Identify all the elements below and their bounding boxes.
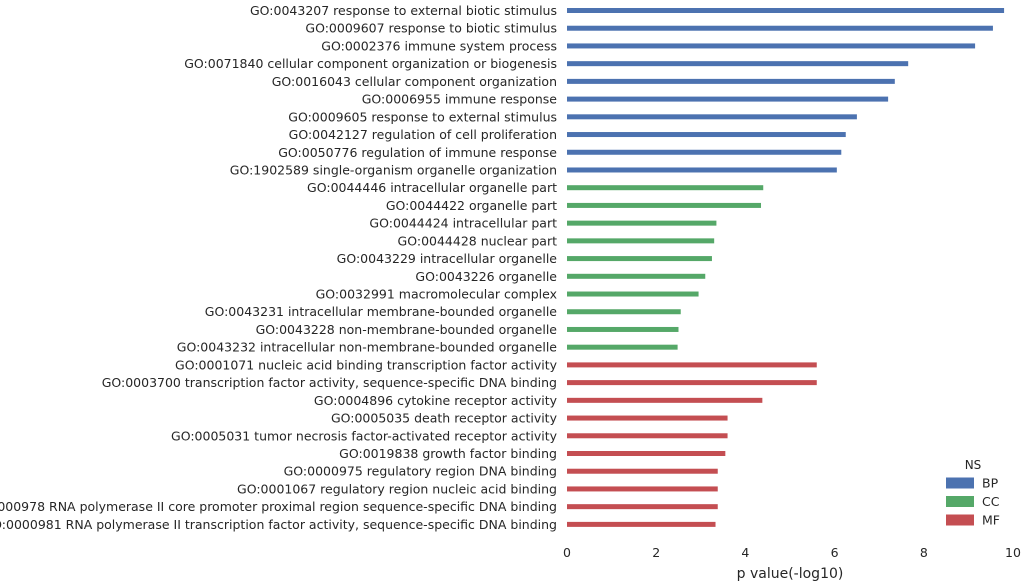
legend-swatch-bp (946, 477, 974, 489)
bar-cc (567, 273, 706, 279)
bar-bp (567, 114, 857, 120)
category-label: GO:0043232 intracellular non-membrane-bo… (177, 340, 558, 355)
category-label: GO:0001071 nucleic acid binding transcri… (175, 357, 558, 372)
bar-cc (567, 185, 764, 191)
bar-bp (567, 8, 1005, 13)
legend-label-bp: BP (982, 476, 999, 491)
x-tick-label: 4 (741, 545, 749, 560)
category-label: GO:0043229 intracellular organelle (337, 251, 558, 266)
category-label: GO:0043231 intracellular membrane-bounde… (205, 304, 558, 319)
bar-cc (567, 202, 762, 208)
category-label: GO:0042127 regulation of cell proliferat… (289, 127, 557, 142)
bar-mf (567, 433, 728, 439)
category-label: GO:0043226 organelle (415, 269, 557, 284)
category-label: GO:0044446 intracellular organelle part (307, 180, 557, 195)
bar-cc (567, 220, 717, 226)
bar-bp (567, 25, 993, 31)
bar-mf (567, 380, 817, 386)
x-tick-label: 10 (1005, 545, 1021, 560)
category-label: GO:0005031 tumor necrosis factor-activat… (171, 428, 558, 443)
legend-label-mf: MF (982, 513, 1000, 528)
category-label: GO:0005035 death receptor activity (331, 411, 558, 426)
x-tick-label: 8 (920, 545, 928, 560)
category-label: GO:0009607 response to biotic stimulus (305, 21, 557, 36)
category-label: GO:0001067 regulatory region nucleic aci… (237, 481, 557, 496)
bar-mf (567, 486, 718, 492)
category-label: GO:0050776 regulation of immune response (278, 145, 557, 160)
bar-bp (567, 132, 846, 138)
category-label: GO:0016043 cellular component organizati… (272, 74, 557, 89)
category-label: GO:0044422 organelle part (386, 198, 557, 213)
x-tick-labels-group: 0 2 4 6 8 10 (563, 545, 1021, 560)
category-label: GO:0071840 cellular component organizati… (184, 56, 557, 71)
category-label: GO:0003700 transcription factor activity… (102, 375, 557, 390)
category-label: GO:0044428 nuclear part (398, 233, 558, 248)
category-label: GO:0000978 RNA polymerase II core promot… (0, 499, 557, 514)
bar-mf (567, 521, 716, 527)
bar-cc (567, 238, 715, 244)
legend-title: NS (965, 458, 982, 472)
bar-mf (567, 504, 718, 510)
bar-cc (567, 291, 699, 297)
bars-group (567, 8, 1005, 527)
x-tick-label: 0 (563, 545, 571, 560)
bar-bp (567, 78, 895, 84)
x-axis-title: p value(-log10) (737, 566, 844, 582)
category-label: GO:0043228 non-membrane-bounded organell… (256, 322, 558, 337)
bar-mf (567, 415, 728, 421)
bar-cc (567, 326, 679, 332)
bar-bp (567, 61, 909, 67)
x-tick-label: 6 (831, 545, 839, 560)
category-label: GO:0000975 regulatory region DNA binding (284, 464, 557, 479)
bar-cc (567, 309, 681, 315)
bar-bp (567, 167, 837, 173)
category-label: GO:0032991 macromolecular complex (316, 287, 557, 302)
category-label: GO:0006955 immune response (362, 92, 558, 107)
bar-mf (567, 362, 817, 368)
category-label: GO:0044424 intracellular part (369, 216, 557, 231)
bar-mf (567, 468, 718, 474)
bar-cc (567, 256, 712, 262)
bar-bp (567, 149, 842, 155)
category-label: GO:0019838 growth factor binding (339, 446, 557, 461)
legend-label-cc: CC (982, 494, 1000, 509)
x-tick-label: 2 (652, 545, 660, 560)
bar-bp (567, 96, 889, 102)
category-labels-group: GO:0043207 response to external biotic s… (0, 3, 558, 532)
category-label: GO:0043207 response to external biotic s… (250, 3, 557, 18)
legend: NS BP CC MF (946, 458, 1000, 528)
category-label: GO:0002376 immune system process (321, 38, 557, 53)
category-label: GO:0009605 response to external stimulus (288, 109, 557, 124)
bar-cc (567, 344, 678, 350)
bar-mf (567, 397, 763, 403)
legend-swatch-mf (946, 514, 974, 526)
bar-mf (567, 451, 726, 456)
category-label: GO:0004896 cytokine receptor activity (314, 393, 558, 408)
category-label: GO:1902589 single-organism organelle org… (230, 162, 557, 177)
category-label: GO:0000981 RNA polymerase II transcripti… (0, 517, 557, 532)
bar-bp (567, 43, 976, 49)
legend-swatch-cc (946, 496, 974, 507)
